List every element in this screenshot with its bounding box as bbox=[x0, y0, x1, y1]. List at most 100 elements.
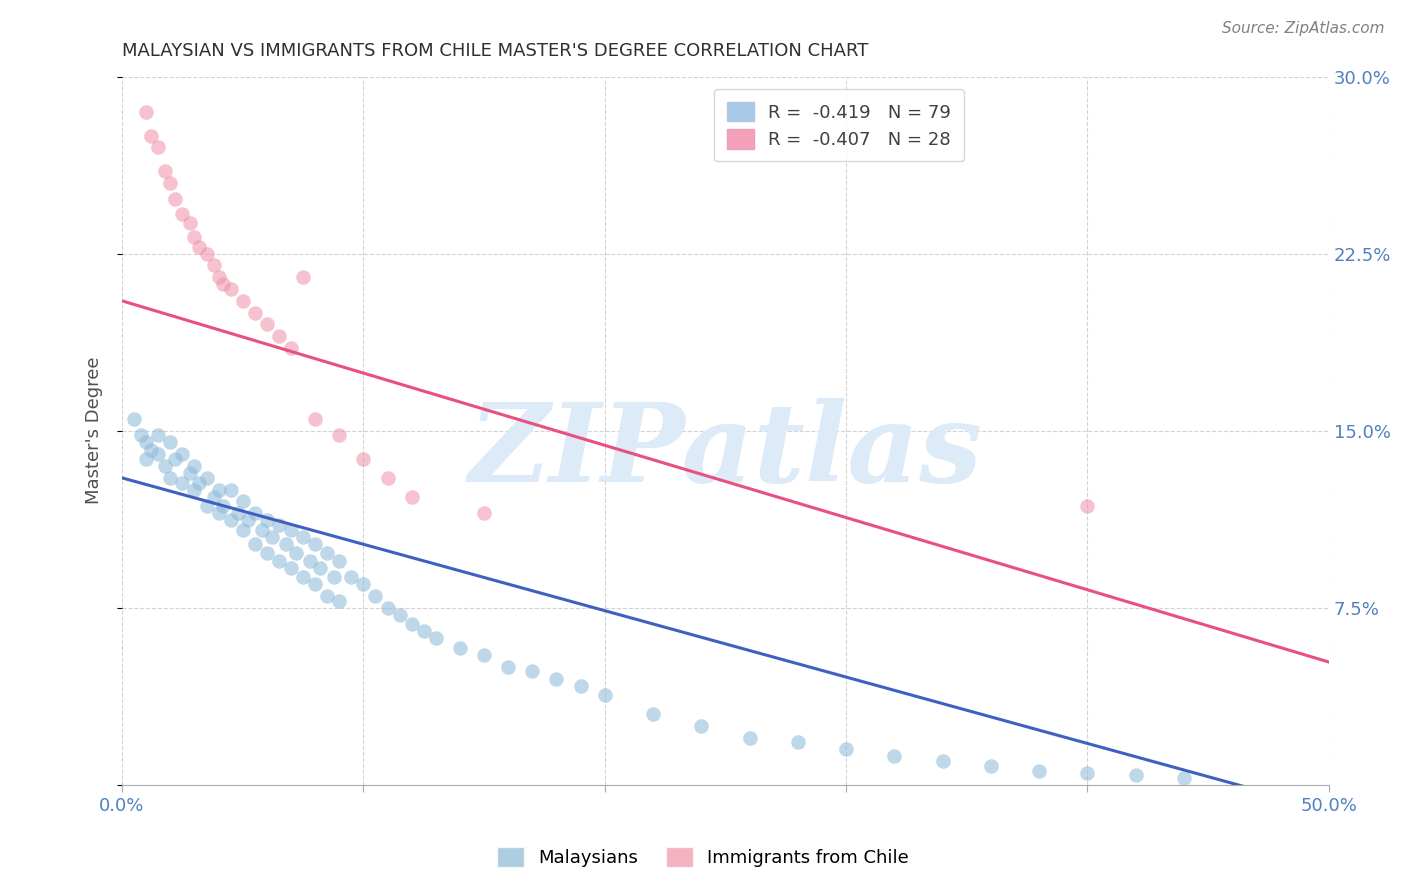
Point bbox=[593, 688, 616, 702]
Point bbox=[148, 428, 170, 442]
Point bbox=[401, 490, 423, 504]
Point bbox=[212, 277, 235, 292]
Text: MALAYSIAN VS IMMIGRANTS FROM CHILE MASTER'S DEGREE CORRELATION CHART: MALAYSIAN VS IMMIGRANTS FROM CHILE MASTE… bbox=[122, 42, 869, 60]
Point bbox=[1076, 500, 1098, 514]
Point bbox=[165, 192, 187, 206]
Point bbox=[207, 270, 229, 285]
Point bbox=[267, 518, 290, 533]
Point bbox=[328, 428, 350, 442]
Point bbox=[364, 589, 387, 603]
Point bbox=[236, 513, 259, 527]
Point bbox=[299, 553, 322, 567]
Point bbox=[207, 506, 229, 520]
Point bbox=[835, 742, 858, 756]
Point bbox=[183, 459, 205, 474]
Point bbox=[135, 452, 157, 467]
Point bbox=[243, 506, 266, 520]
Point bbox=[172, 447, 194, 461]
Point bbox=[195, 471, 218, 485]
Point bbox=[232, 523, 254, 537]
Point bbox=[738, 731, 761, 745]
Point bbox=[496, 659, 519, 673]
Point bbox=[280, 523, 302, 537]
Point bbox=[165, 452, 187, 467]
Point bbox=[690, 719, 713, 733]
Point bbox=[159, 176, 181, 190]
Point bbox=[183, 483, 205, 497]
Point bbox=[135, 435, 157, 450]
Point bbox=[1125, 768, 1147, 782]
Point bbox=[352, 577, 374, 591]
Point bbox=[212, 500, 235, 514]
Point bbox=[401, 617, 423, 632]
Point bbox=[219, 513, 242, 527]
Point bbox=[449, 640, 471, 655]
Point bbox=[304, 577, 326, 591]
Point bbox=[472, 506, 495, 520]
Point bbox=[412, 624, 434, 639]
Point bbox=[232, 494, 254, 508]
Point bbox=[256, 513, 278, 527]
Point bbox=[292, 570, 315, 584]
Point bbox=[232, 293, 254, 308]
Point bbox=[202, 490, 225, 504]
Point bbox=[284, 546, 307, 560]
Point bbox=[260, 530, 283, 544]
Point bbox=[280, 560, 302, 574]
Point bbox=[569, 679, 592, 693]
Point bbox=[219, 483, 242, 497]
Point bbox=[425, 632, 447, 646]
Point bbox=[155, 164, 177, 178]
Point bbox=[1173, 771, 1195, 785]
Point bbox=[546, 672, 568, 686]
Point bbox=[188, 239, 211, 253]
Point bbox=[226, 506, 249, 520]
Point bbox=[292, 530, 315, 544]
Point bbox=[219, 282, 242, 296]
Point bbox=[316, 589, 339, 603]
Point bbox=[883, 749, 905, 764]
Point bbox=[304, 412, 326, 426]
Text: Source: ZipAtlas.com: Source: ZipAtlas.com bbox=[1222, 21, 1385, 36]
Point bbox=[292, 270, 315, 285]
Point bbox=[472, 648, 495, 662]
Legend: R =  -0.419   N = 79, R =  -0.407   N = 28: R = -0.419 N = 79, R = -0.407 N = 28 bbox=[714, 89, 963, 161]
Point bbox=[267, 553, 290, 567]
Point bbox=[1028, 764, 1050, 778]
Point bbox=[159, 471, 181, 485]
Point bbox=[377, 600, 399, 615]
Point bbox=[250, 523, 273, 537]
Point bbox=[323, 570, 346, 584]
Point bbox=[159, 435, 181, 450]
Point bbox=[377, 471, 399, 485]
Legend: Malaysians, Immigrants from Chile: Malaysians, Immigrants from Chile bbox=[489, 839, 917, 874]
Point bbox=[786, 735, 808, 749]
Point bbox=[183, 230, 205, 244]
Point bbox=[148, 140, 170, 154]
Point bbox=[328, 553, 350, 567]
Point bbox=[195, 500, 218, 514]
Point bbox=[309, 560, 332, 574]
Point bbox=[188, 475, 211, 490]
Point bbox=[155, 459, 177, 474]
Y-axis label: Master's Degree: Master's Degree bbox=[86, 357, 103, 504]
Point bbox=[179, 216, 201, 230]
Point bbox=[172, 475, 194, 490]
Point bbox=[243, 537, 266, 551]
Point bbox=[316, 546, 339, 560]
Point bbox=[641, 706, 664, 721]
Point bbox=[256, 546, 278, 560]
Point bbox=[328, 593, 350, 607]
Point bbox=[243, 306, 266, 320]
Point bbox=[139, 442, 162, 457]
Point bbox=[207, 483, 229, 497]
Point bbox=[340, 570, 363, 584]
Point bbox=[388, 607, 411, 622]
Point bbox=[202, 259, 225, 273]
Point bbox=[267, 329, 290, 343]
Point bbox=[931, 754, 953, 768]
Point bbox=[131, 428, 153, 442]
Point bbox=[122, 412, 145, 426]
Point bbox=[980, 759, 1002, 773]
Point bbox=[1076, 766, 1098, 780]
